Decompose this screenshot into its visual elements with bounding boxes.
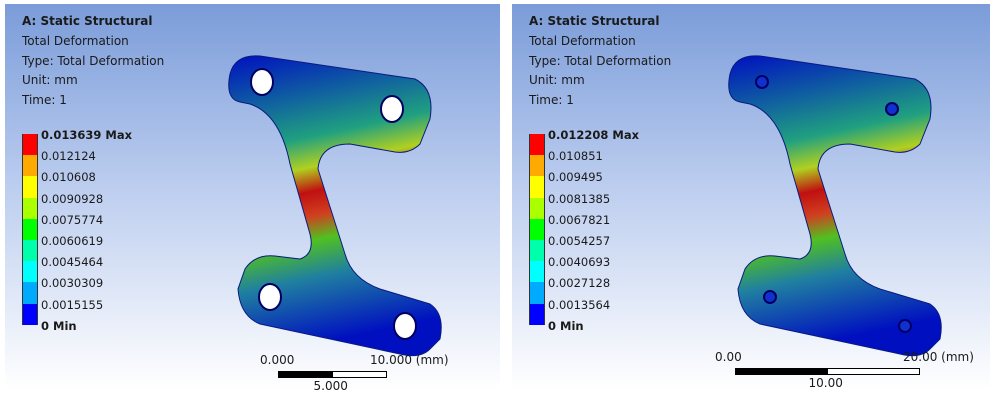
legend-label: 0.0075774 bbox=[41, 213, 103, 227]
legend-label: 0.010608 bbox=[41, 170, 96, 184]
legend-swatch bbox=[22, 240, 38, 261]
result-title: A: Static Structural bbox=[22, 14, 152, 28]
scale-bar-light bbox=[332, 371, 388, 378]
bolt-hole bbox=[756, 76, 768, 88]
result-info: Time: 1 bbox=[529, 93, 574, 107]
legend-label: 0.0040693 bbox=[548, 255, 610, 269]
legend-label: 0.0090928 bbox=[41, 192, 103, 206]
scale-end: 20.00 (mm) bbox=[903, 350, 974, 364]
legend-swatch bbox=[529, 134, 545, 155]
legend-swatch bbox=[529, 240, 545, 261]
result-info: Type: Total Deformation bbox=[529, 54, 671, 68]
part-body bbox=[229, 56, 442, 356]
result-title: A: Static Structural bbox=[529, 14, 659, 28]
result-info: Time: 1 bbox=[22, 93, 67, 107]
scale-end: 10.000 (mm) bbox=[370, 353, 449, 367]
legend-swatch bbox=[22, 176, 38, 197]
bolt-hole bbox=[764, 291, 776, 303]
scale-mid: 5.000 bbox=[314, 379, 348, 390]
screenshot: A: Static Structural Total Deformation Typ… bbox=[0, 0, 994, 393]
legend-swatch bbox=[22, 198, 38, 219]
legend-swatch bbox=[529, 304, 545, 325]
legend-label: 0 Min bbox=[548, 319, 584, 333]
legend-swatch bbox=[22, 155, 38, 176]
part-body bbox=[729, 56, 942, 356]
legend-label: 0.012208 Max bbox=[548, 128, 639, 142]
bolt-hole bbox=[381, 96, 403, 122]
result-info: Type: Total Deformation bbox=[22, 54, 164, 68]
result-info: Total Deformation bbox=[22, 34, 129, 48]
legend-label: 0.0081385 bbox=[548, 192, 610, 206]
legend-label: 0.0054257 bbox=[548, 234, 610, 248]
scale-start: 0.000 bbox=[260, 353, 294, 367]
legend-swatch bbox=[529, 219, 545, 240]
legend-label: 0.0045464 bbox=[41, 255, 103, 269]
legend-swatch bbox=[22, 134, 38, 155]
legend-swatch bbox=[529, 155, 545, 176]
legend-label: 0.0013564 bbox=[548, 298, 610, 312]
legend-swatch bbox=[529, 261, 545, 282]
legend-label: 0.012124 bbox=[41, 149, 96, 163]
result-info: Unit: mm bbox=[529, 73, 585, 87]
bolt-hole bbox=[899, 320, 911, 332]
legend-swatch bbox=[529, 282, 545, 303]
legend-label: 0.0015155 bbox=[41, 298, 103, 312]
scale-bar-light bbox=[827, 368, 921, 375]
legend-swatch bbox=[22, 261, 38, 282]
legend-label: 0 Min bbox=[41, 319, 77, 333]
legend-label: 0.010851 bbox=[548, 149, 603, 163]
legend-label: 0.0027128 bbox=[548, 276, 610, 290]
model bbox=[729, 56, 942, 356]
scale-start: 0.00 bbox=[715, 350, 742, 364]
legend-swatch bbox=[22, 304, 38, 325]
result-info: Total Deformation bbox=[529, 34, 636, 48]
viewport: A: Static Structural Total Deformation Typ… bbox=[512, 4, 990, 390]
model bbox=[229, 56, 442, 356]
legend-swatch bbox=[529, 198, 545, 219]
legend-swatch bbox=[22, 219, 38, 240]
legend-label: 0.0060619 bbox=[41, 234, 103, 248]
result-info: Unit: mm bbox=[22, 73, 78, 87]
legend-label: 0.013639 Max bbox=[41, 128, 132, 142]
scale-bar-dark bbox=[735, 368, 829, 375]
bolt-hole bbox=[259, 284, 281, 310]
legend-label: 0.009495 bbox=[548, 170, 603, 184]
legend-label: 0.0030309 bbox=[41, 276, 103, 290]
viewport: A: Static Structural Total Deformation Typ… bbox=[5, 4, 500, 390]
scale-mid: 10.00 bbox=[809, 376, 843, 390]
legend-swatch bbox=[22, 282, 38, 303]
bolt-hole bbox=[394, 313, 416, 339]
bolt-hole bbox=[251, 69, 273, 95]
legend-label: 0.0067821 bbox=[548, 213, 610, 227]
bolt-hole bbox=[886, 103, 898, 115]
legend-swatch bbox=[529, 176, 545, 197]
scale-bar-dark bbox=[278, 371, 334, 378]
